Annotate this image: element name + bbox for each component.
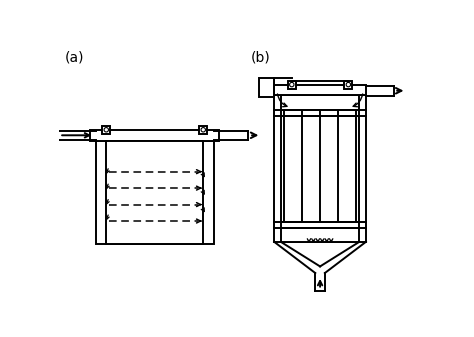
Bar (344, 81, 352, 89)
Bar (96, 141, 213, 244)
Text: (a): (a) (65, 51, 84, 65)
Bar (281, 95, 359, 242)
Bar (288, 81, 296, 89)
Bar (91, 130, 219, 141)
Bar (274, 95, 366, 242)
Bar (274, 85, 366, 95)
Bar (102, 126, 110, 134)
Bar (199, 126, 207, 134)
Bar (259, 78, 274, 97)
Bar (106, 141, 203, 244)
Text: (b): (b) (250, 51, 270, 65)
